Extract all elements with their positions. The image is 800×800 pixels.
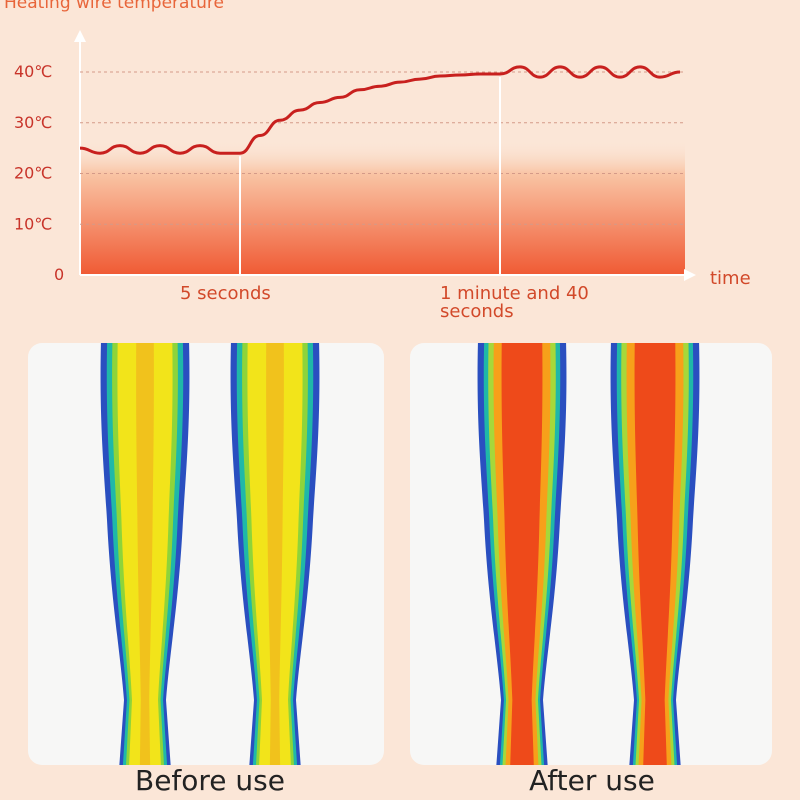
y-arrow xyxy=(74,30,86,42)
chart-title: Heating wire temperature xyxy=(4,0,224,13)
x-arrow xyxy=(684,269,696,281)
panel-caption: After use xyxy=(529,764,655,797)
heat-fill xyxy=(80,140,685,275)
x-axis-label: time xyxy=(710,268,751,289)
y-tick-label: 10℃ xyxy=(14,214,52,233)
y-tick-label: 0 xyxy=(54,265,64,284)
panel-caption: Before use xyxy=(134,764,285,797)
y-tick-label: 20℃ xyxy=(14,164,52,183)
y-tick-label: 30℃ xyxy=(14,113,52,132)
y-tick-label: 40℃ xyxy=(14,62,52,81)
x-tick-label: 5 seconds xyxy=(180,283,271,304)
panel-after xyxy=(410,343,772,765)
panel-before xyxy=(28,343,384,765)
x-tick-label: 1 minute and 40 seconds xyxy=(440,283,589,322)
temperature-line xyxy=(79,65,681,155)
